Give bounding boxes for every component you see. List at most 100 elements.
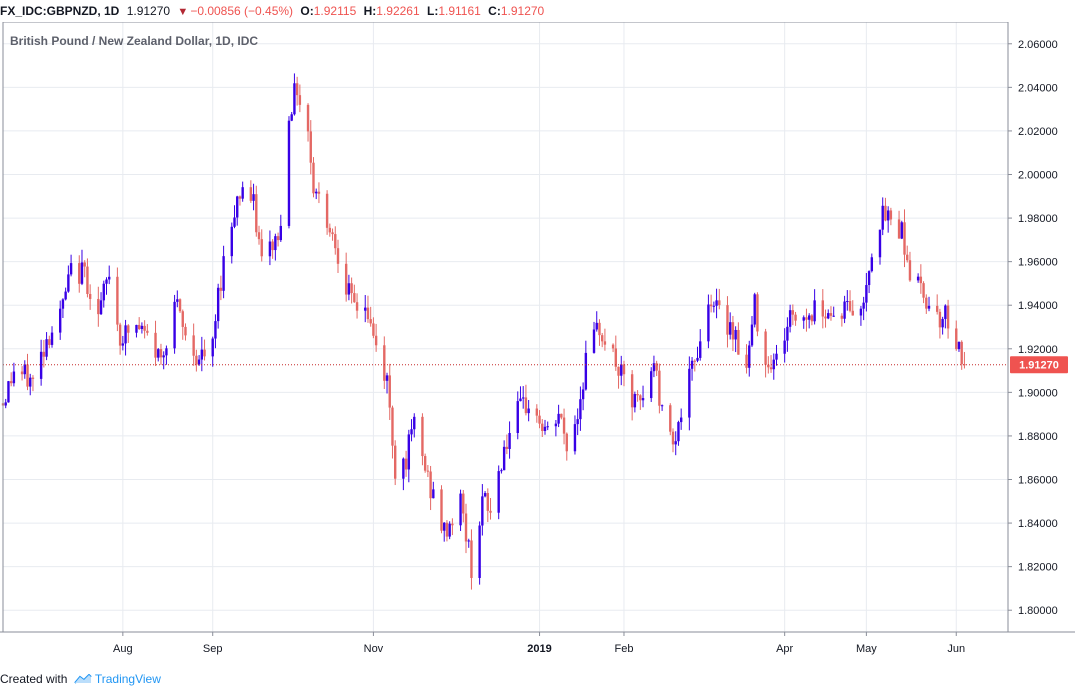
candle [176, 290, 179, 308]
candle-body [622, 364, 626, 375]
candle-body [955, 328, 958, 350]
candle [543, 419, 547, 435]
candle-body [83, 262, 86, 267]
chart-area[interactable]: British Pound / New Zealand Dollar, 1D, … [0, 21, 1075, 662]
candle [884, 197, 887, 222]
candle-body [927, 305, 931, 309]
candle-body [843, 301, 846, 319]
candle-body [80, 262, 84, 284]
candle-body [48, 339, 51, 345]
candle-body [413, 416, 416, 430]
candle [287, 116, 291, 229]
candle-body [325, 193, 329, 228]
candle-body [315, 191, 318, 194]
candle-body [268, 241, 272, 257]
candle [143, 320, 146, 339]
candle-body [502, 446, 506, 471]
candle [426, 465, 430, 478]
candle-series [1, 73, 966, 590]
candle [674, 431, 677, 456]
candle-body [865, 285, 868, 303]
candle [614, 335, 618, 371]
candle [622, 360, 626, 387]
candle-body [543, 426, 547, 431]
candle-body [728, 322, 732, 335]
candle [124, 319, 127, 356]
candle [274, 233, 277, 261]
candle [655, 360, 658, 377]
candle-body [328, 227, 332, 233]
candle-body [867, 271, 871, 286]
candle [595, 311, 598, 332]
candle-body [674, 441, 677, 445]
candle-body [173, 301, 176, 349]
last-price-tag: 1.91270 [1010, 356, 1068, 374]
candle-body [257, 232, 261, 240]
candle [483, 491, 487, 498]
candle [421, 413, 424, 466]
x-tick-label: Jun [947, 643, 965, 655]
candle-body [897, 219, 901, 239]
x-axis[interactable]: Aug Sep Nov 2019 Feb Apr May Jun [113, 632, 965, 655]
candle [364, 295, 367, 323]
candle [334, 226, 337, 255]
candle [347, 274, 351, 301]
candle-body [658, 370, 661, 406]
candle [772, 353, 775, 380]
candle-body [146, 330, 149, 333]
candle-body [334, 234, 337, 249]
tradingview-link[interactable]: TradingView [94, 672, 161, 686]
candle [693, 359, 696, 372]
y-axis[interactable]: 1.80000 1.82000 1.84000 1.86000 1.88000 1.900… [1008, 39, 1058, 617]
candle [557, 404, 560, 428]
candle [295, 76, 299, 106]
candle-body [366, 307, 370, 320]
candle [715, 288, 718, 319]
candle [432, 481, 435, 499]
chart-header: FX_IDC:GBPNZD, 1D 1.91270 ▼ −0.00856 (−0.… [0, 0, 1075, 22]
candle [769, 355, 773, 373]
candle [257, 225, 261, 245]
candle-body [497, 471, 500, 513]
candle [750, 316, 754, 348]
candle-body [252, 194, 255, 201]
candle [97, 286, 100, 327]
candle-body [712, 305, 716, 307]
candle-body [108, 276, 111, 280]
candle-body [50, 332, 54, 345]
candle-body [603, 341, 607, 345]
candle [486, 488, 489, 523]
candle-body [143, 325, 146, 331]
candle-body [941, 318, 944, 328]
candle-body [916, 276, 920, 281]
candle [938, 308, 942, 339]
candle-body [935, 305, 939, 312]
candle-body [750, 324, 754, 346]
candle [290, 111, 293, 122]
symbol-label[interactable]: FX_IDC:GBPNZD, 1D [0, 4, 120, 18]
candle [165, 345, 168, 365]
candle-body [64, 291, 67, 300]
candle [764, 328, 767, 378]
candle-body [236, 196, 239, 218]
candle [137, 317, 141, 331]
candle [219, 275, 223, 301]
candle [935, 294, 939, 315]
chart-title: British Pound / New Zealand Dollar, 1D, … [10, 34, 258, 48]
candle [617, 366, 620, 389]
candle [927, 296, 931, 312]
candle-body [118, 324, 122, 346]
tradingview-logo-icon[interactable] [73, 673, 92, 684]
candle-body [862, 302, 865, 309]
candle-body [641, 398, 645, 401]
candle [393, 440, 397, 486]
candle-body [748, 345, 751, 368]
candlestick-chart[interactable]: British Pound / New Zealand Dollar, 1D, … [0, 21, 1075, 662]
candle [783, 328, 786, 363]
candle [162, 351, 165, 370]
candle-body [67, 274, 70, 292]
candle-body [508, 433, 511, 449]
candle-body [86, 266, 89, 294]
candle [39, 339, 43, 386]
candle [80, 249, 84, 286]
